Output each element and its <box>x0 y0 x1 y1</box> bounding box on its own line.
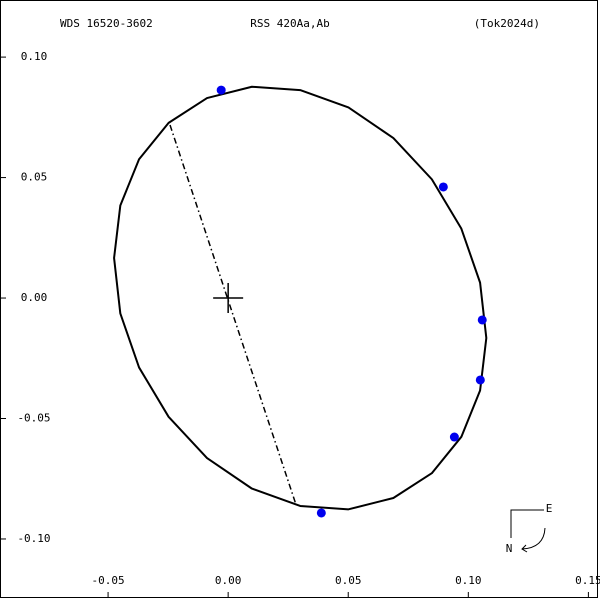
orbit-ellipse <box>113 85 488 511</box>
chart-title: RSS 420Aa,Ab <box>250 17 329 30</box>
chart-title-left: WDS 16520-3602 <box>60 17 153 30</box>
observation <box>316 508 326 518</box>
compass-north: N <box>506 542 513 555</box>
y-tick-label: 0.00 <box>21 291 48 304</box>
y-tick-label: 0.05 <box>21 171 48 184</box>
compass-axes <box>510 509 544 538</box>
observation <box>475 375 485 385</box>
compass-east: E <box>546 502 553 515</box>
x-tick-label: 0.15 <box>575 574 600 587</box>
primary-star <box>213 283 244 314</box>
observation <box>477 315 487 325</box>
observation <box>216 85 226 95</box>
x-tick-label: 0.00 <box>215 574 242 587</box>
y-tick-label: -0.05 <box>17 412 50 425</box>
observation <box>438 182 448 192</box>
line-of-nodes <box>169 124 297 506</box>
chart-title-right: (Tok2024d) <box>474 17 540 30</box>
y-tick-label: -0.10 <box>17 532 50 545</box>
x-tick-label: 0.10 <box>455 574 482 587</box>
x-tick-label: -0.05 <box>92 574 125 587</box>
x-tick-label: 0.05 <box>335 574 362 587</box>
y-tick-label: 0.10 <box>21 50 48 63</box>
compass-arrow <box>521 527 546 553</box>
compass <box>510 509 546 553</box>
observation <box>449 432 459 442</box>
